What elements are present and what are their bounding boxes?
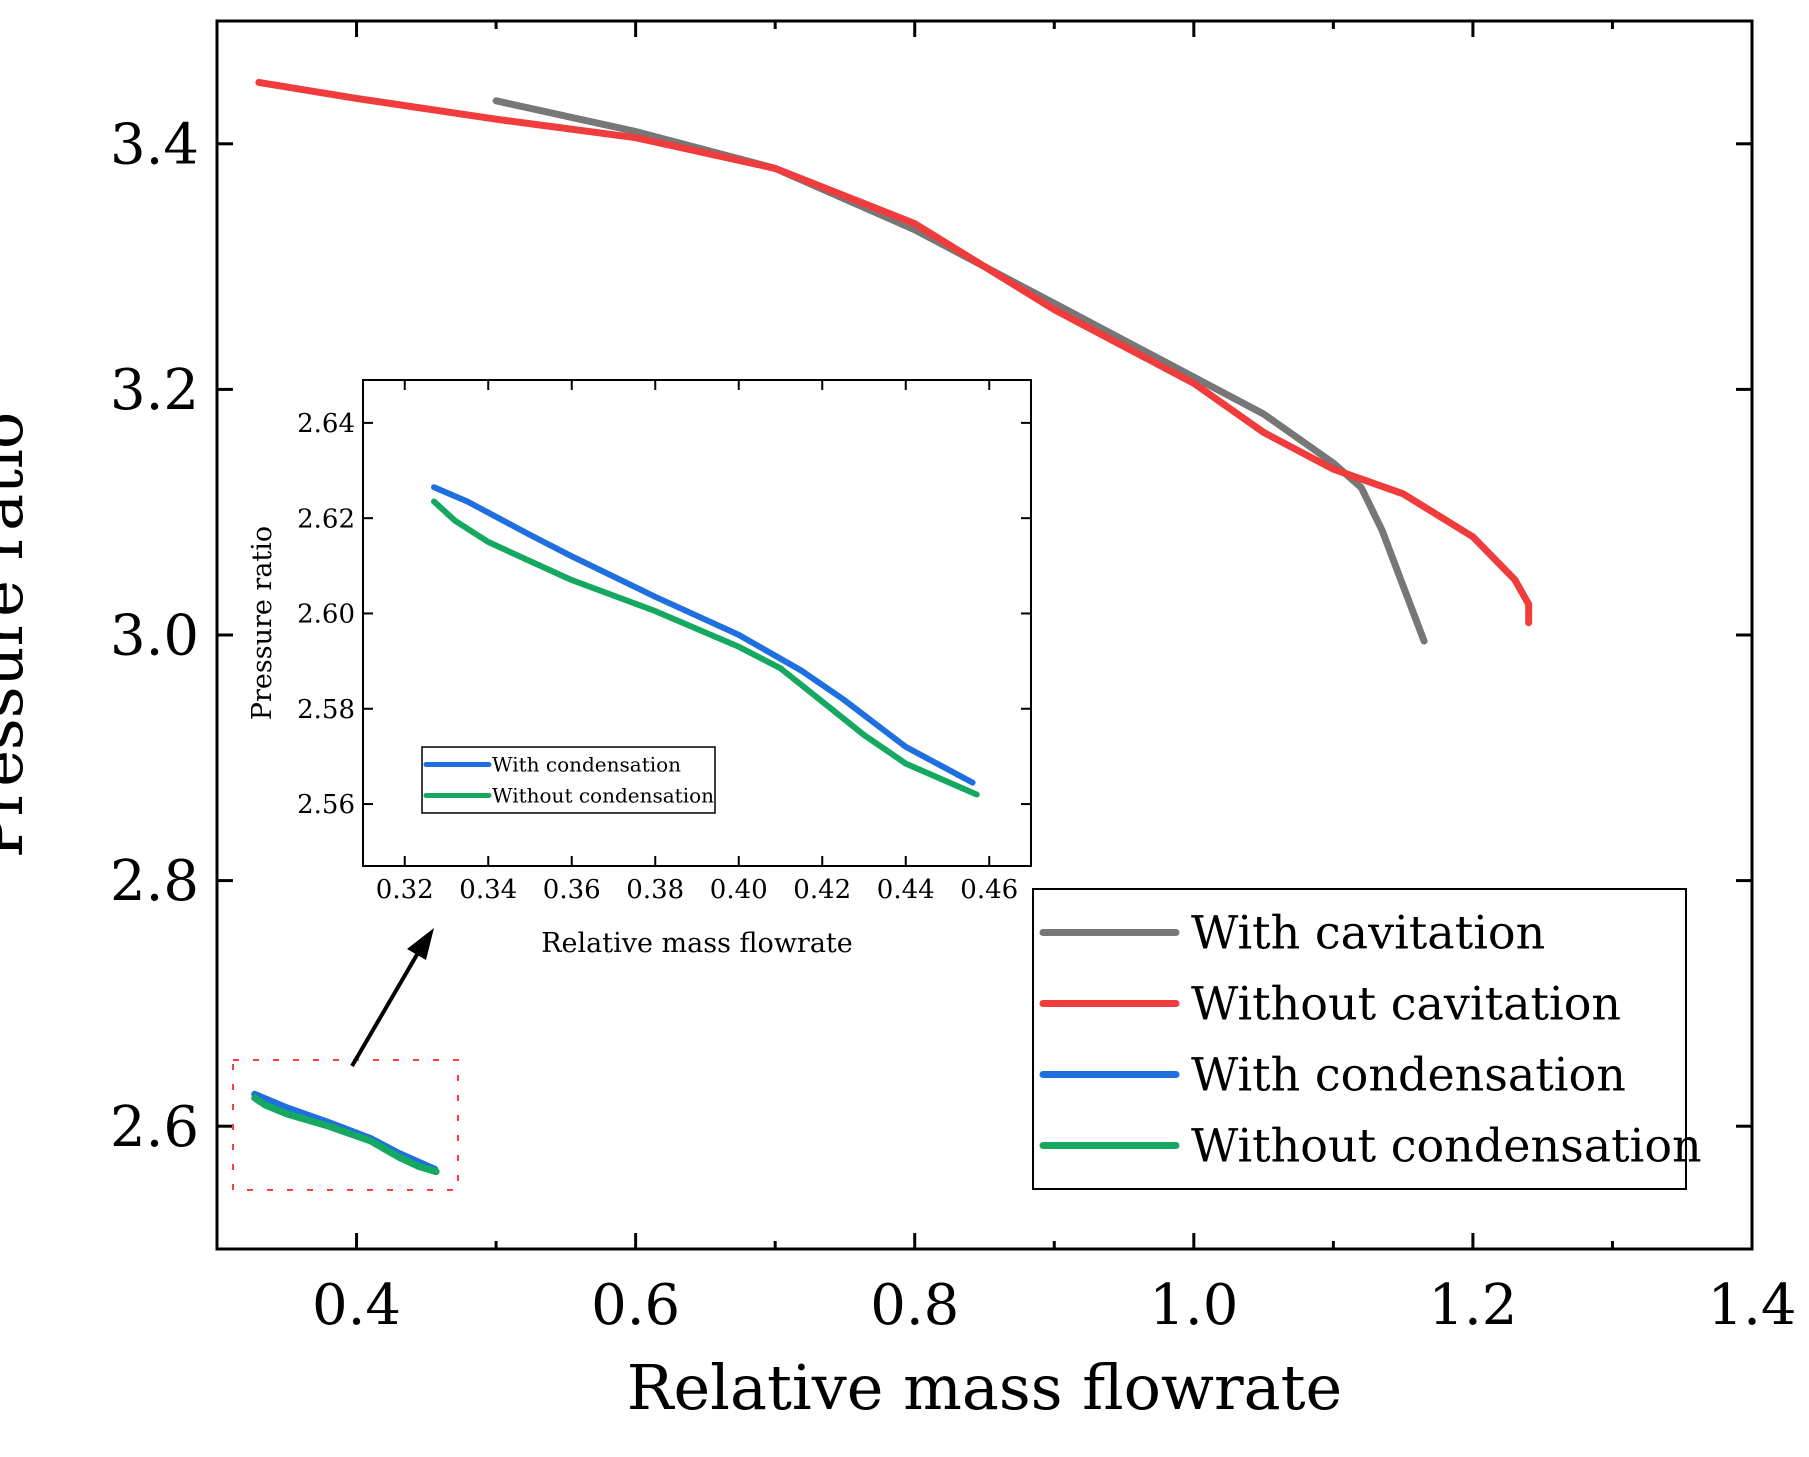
main-legend: With cavitation Without cavitation With co… <box>1032 888 1702 1190</box>
inset-x-axis-title: Relative mass flowrate <box>541 928 853 959</box>
inset-axis-ticks: 0.32 0.34 0.36 0.38 0.40 0.42 0.44 0.46 2.56 2.58… <box>297 380 1031 905</box>
main-series-layer <box>251 78 1533 1176</box>
zoom-region-box <box>232 1059 459 1191</box>
main-x-tick-label: 1.4 <box>1707 1273 1796 1338</box>
main-plot: 0.4 0.6 0.8 1.0 1.2 1.4 2.6 2.8 3.0 3.2 3.4 Relati… <box>0 19 1797 1424</box>
main-series-without-condensation <box>251 1094 440 1176</box>
main-x-tick-label: 1.2 <box>1428 1273 1517 1338</box>
main-y-tick-label: 3.2 <box>110 358 199 423</box>
inset-x-tick-label: 0.32 <box>376 875 434 905</box>
inset-series-layer <box>431 484 980 798</box>
zoom-arrow-head <box>407 928 434 960</box>
main-y-tick-label: 3.4 <box>110 112 199 177</box>
inset-legend-label-with-condensation: With condensation <box>492 753 681 777</box>
inset-y-tick-label: 2.56 <box>297 790 355 820</box>
main-series-without-cavitation <box>255 78 1533 627</box>
inset-plot: 0.32 0.34 0.36 0.38 0.40 0.42 0.44 0.46 2.56 2.58… <box>247 379 1032 959</box>
inset-y-axis-title: Pressure ratio <box>247 526 278 720</box>
zoom-arrow <box>350 944 424 1068</box>
main-y-tick-label: 2.6 <box>110 1095 199 1160</box>
inset-x-tick-label: 0.34 <box>459 875 517 905</box>
main-axis-ticks: 0.4 0.6 0.8 1.0 1.2 1.4 2.6 2.8 3.0 3.2 3.4 <box>110 21 1797 1338</box>
inset-series-without-condensation <box>431 498 980 798</box>
inset-x-tick-label: 0.40 <box>710 875 768 905</box>
inset-y-tick-label: 2.62 <box>297 504 355 534</box>
main-x-tick-label: 0.8 <box>870 1273 959 1338</box>
main-legend-label-with-cavitation: With cavitation <box>1191 906 1545 960</box>
main-y-tick-label: 3.0 <box>110 604 199 669</box>
inset-y-tick-label: 2.60 <box>297 600 355 630</box>
inset-legend-label-without-condensation: Without condensation <box>492 784 714 808</box>
inset-x-tick-label: 0.38 <box>626 875 684 905</box>
zoom-region-marker <box>232 928 459 1191</box>
main-legend-label-without-cavitation: Without cavitation <box>1191 977 1621 1031</box>
main-legend-frame <box>1032 888 1687 1190</box>
inset-series-with-condensation <box>431 484 976 786</box>
inset-plot-frame <box>362 379 1032 867</box>
inset-x-tick-label: 0.36 <box>543 875 601 905</box>
main-x-tick-label: 1.0 <box>1149 1273 1238 1338</box>
inset-x-tick-label: 0.42 <box>793 875 851 905</box>
main-y-tick-label: 2.8 <box>110 849 199 914</box>
main-x-tick-label: 0.4 <box>312 1273 401 1338</box>
main-legend-label-with-condensation: With condensation <box>1191 1048 1626 1102</box>
inset-y-tick-label: 2.64 <box>297 409 355 439</box>
inset-y-tick-label: 2.58 <box>297 695 355 725</box>
main-x-axis-title: Relative mass flowrate <box>627 1351 1342 1424</box>
inset-x-tick-label: 0.46 <box>960 875 1018 905</box>
main-legend-label-without-condensation: Without condensation <box>1191 1119 1702 1173</box>
inset-legend-frame <box>421 746 716 814</box>
inset-legend: With condensation Without condensation <box>421 746 716 814</box>
main-x-tick-label: 0.6 <box>591 1273 680 1338</box>
inset-x-tick-label: 0.44 <box>877 875 935 905</box>
main-y-axis-title: Pressure ratio <box>0 412 37 858</box>
